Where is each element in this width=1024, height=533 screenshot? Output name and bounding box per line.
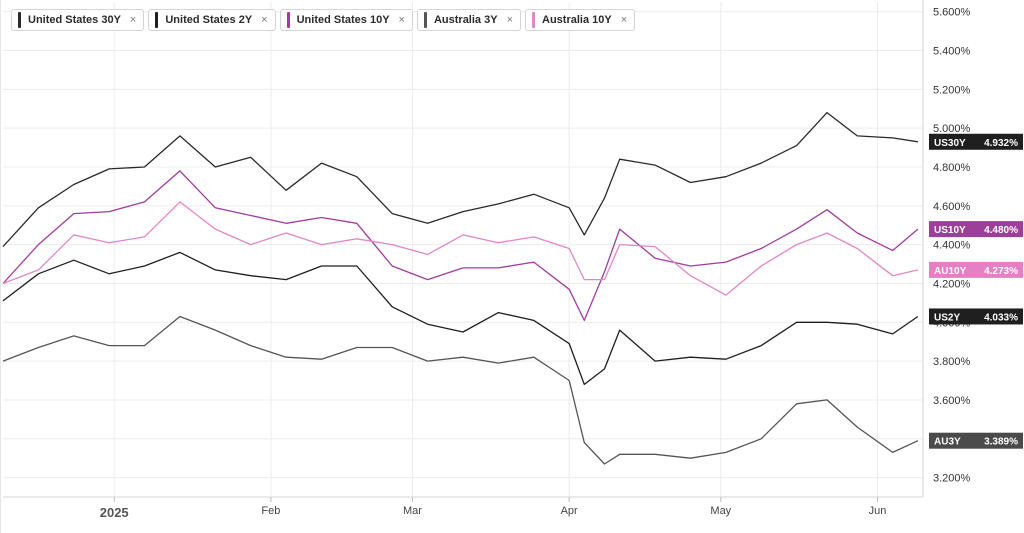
y-tick-label: 5.200% (933, 84, 971, 96)
y-tick-label: 3.600% (933, 395, 971, 407)
legend-label: United States 30Y (28, 14, 121, 26)
price-tag-au10y: AU10Y 4.273% (929, 261, 1023, 278)
price-tag-value: 4.033% (984, 312, 1018, 323)
close-icon[interactable]: × (620, 14, 628, 26)
price-tag-us10y: US10Y 4.480% (929, 221, 1023, 238)
price-tag-bg (929, 308, 1023, 325)
y-tick-label: 4.200% (933, 278, 971, 290)
x-tick-label: Feb (261, 505, 280, 517)
legend-chip-us2y[interactable]: United States 2Y × (148, 9, 276, 31)
legend-chip-us30y[interactable]: United States 30Y × (11, 9, 145, 31)
close-icon[interactable]: × (506, 14, 513, 26)
price-tag-value: 4.273% (984, 266, 1018, 277)
series-line-au10y (2, 201, 919, 296)
legend-swatch (423, 12, 427, 28)
price-tag-value: 4.932% (984, 138, 1018, 149)
y-tick-label: 5.000% (933, 123, 971, 135)
price-tag-symbol: US2Y (934, 312, 960, 323)
series-line-us30y (2, 111, 918, 248)
price-tag-us30y: US30Y 4.932% (929, 133, 1023, 150)
price-tag-symbol: US10Y (934, 225, 966, 236)
price-tag-bg (929, 133, 1023, 150)
x-axis: 2025 Feb Mar Apr May Jun (100, 497, 887, 520)
price-tag-bg (929, 432, 1023, 449)
price-tag-us2y: US2Y 4.033% (929, 308, 1023, 325)
legend-label: Australia 3Y (433, 14, 498, 26)
legend-label: United States 10Y (296, 14, 390, 26)
close-icon[interactable]: × (261, 14, 268, 26)
series-lines (2, 111, 919, 465)
x-tick-label: Jun (869, 505, 887, 517)
legend-swatch (155, 12, 159, 28)
price-tag-au3y: AU3Y 3.389% (929, 432, 1023, 449)
y-tick-label: 3.200% (933, 473, 971, 485)
y-tick-label: 4.400% (933, 240, 971, 252)
x-tick-label: 2025 (100, 505, 129, 520)
price-tag-value: 3.389% (984, 437, 1018, 448)
close-icon[interactable]: × (129, 14, 137, 26)
legend-label: Australia 10Y (542, 14, 612, 26)
legend-chip-au3y[interactable]: Australia 3Y × (416, 9, 521, 31)
y-tick-label: 5.400% (933, 46, 971, 58)
legend-chip-us10y[interactable]: United States 10Y × (279, 9, 413, 31)
y-tick-label: 4.800% (933, 162, 971, 174)
legend-swatch (18, 12, 21, 28)
x-tick-label: Apr (561, 505, 578, 517)
price-tag-symbol: AU10Y (934, 266, 967, 277)
price-tag-bg (929, 221, 1023, 238)
legend-chip-au10y[interactable]: Australia 10Y × (525, 9, 636, 31)
x-tick-label: May (710, 505, 731, 517)
y-tick-label: 5.600% (933, 7, 971, 19)
close-icon[interactable]: × (398, 14, 405, 26)
legend: United States 30Y × United States 2Y × U… (11, 9, 636, 31)
legend-label: United States 2Y (165, 14, 253, 26)
series-line-us2y (2, 251, 919, 386)
price-tag-symbol: US30Y (934, 138, 966, 149)
series-line-us10y (2, 170, 919, 322)
legend-swatch (532, 12, 535, 28)
price-tags: US30Y 4.932% US2Y 4.033% US10Y 4.480% AU3Y 3.38… (929, 133, 1023, 449)
y-tick-label: 3.800% (933, 356, 971, 368)
series-line-au3y (2, 315, 919, 465)
price-tag-symbol: AU3Y (934, 437, 961, 448)
legend-swatch (286, 12, 290, 28)
price-tag-value: 4.480% (984, 225, 1018, 236)
price-tag-bg (929, 261, 1023, 278)
x-tick-label: Mar (403, 505, 422, 517)
y-tick-label: 4.600% (933, 201, 971, 213)
y-axis: 3.200%3.400%3.600%3.800%4.000%4.200%4.40… (933, 7, 971, 485)
grid (3, 0, 924, 498)
